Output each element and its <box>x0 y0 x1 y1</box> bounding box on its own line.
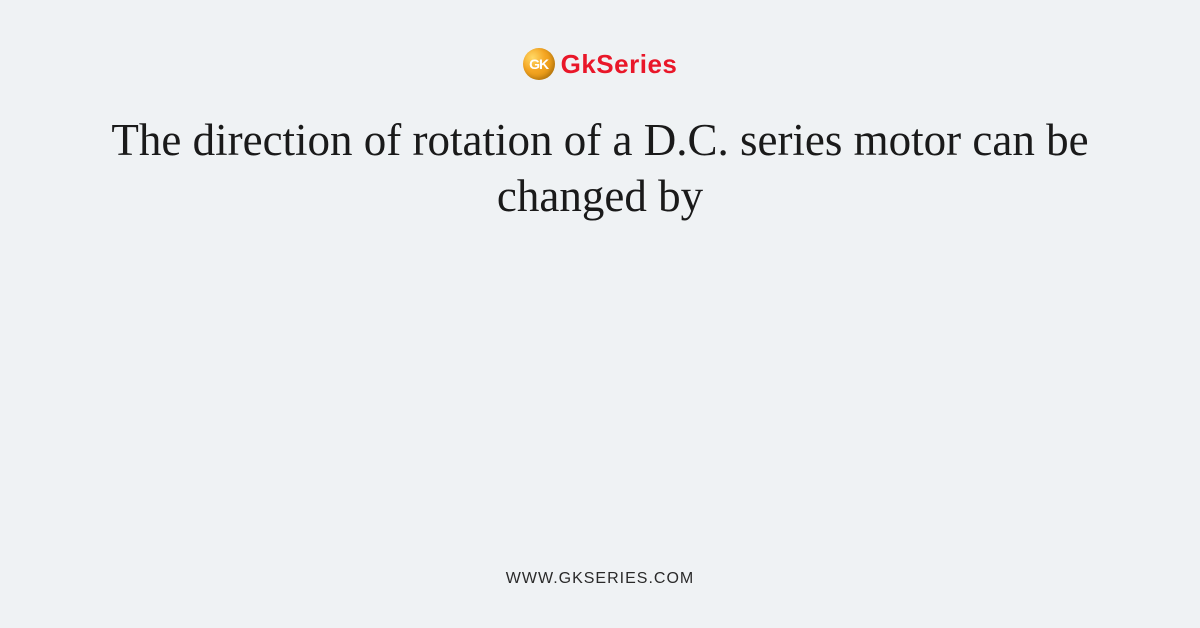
question-heading: The direction of rotation of a D.C. seri… <box>75 112 1125 225</box>
logo-container: GK GkSeries <box>523 48 678 80</box>
logo-badge-icon: GK <box>523 48 555 80</box>
logo-badge-text: GK <box>529 56 548 72</box>
logo-brand-text: GkSeries <box>561 49 678 80</box>
footer-url: WWW.GKSERIES.COM <box>506 570 694 588</box>
